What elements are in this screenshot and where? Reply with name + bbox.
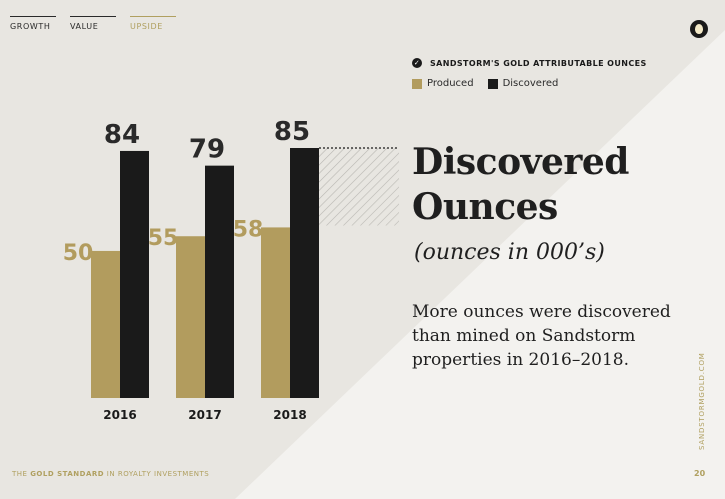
data-label-produced-2016: 50 bbox=[63, 241, 94, 266]
data-label-discovered-2018: 85 bbox=[274, 117, 310, 147]
legend-label-produced: Produced bbox=[427, 78, 474, 89]
legend-title-text: SANDSTORM'S GOLD ATTRIBUTABLE OUNCES bbox=[430, 58, 647, 68]
legend-swatch-discovered bbox=[487, 78, 498, 89]
footer-prefix: THE bbox=[12, 470, 31, 478]
footer-tagline: THE GOLD STANDARD IN ROYALTY INVESTMENTS bbox=[12, 470, 209, 478]
tick-label-2016: 2016 bbox=[103, 408, 136, 422]
footer-suffix: IN ROYALTY INVESTMENTS bbox=[104, 470, 210, 478]
footer-bold: GOLD STANDARD bbox=[30, 470, 105, 478]
bar-discovered-2017 bbox=[205, 165, 234, 398]
sandstorm-logo-icon bbox=[690, 20, 708, 38]
data-label-discovered-2017: 79 bbox=[189, 135, 225, 165]
check-icon: ✓ bbox=[412, 58, 422, 68]
bar-produced-2018 bbox=[261, 227, 290, 398]
bar-produced-2017 bbox=[176, 236, 205, 398]
nav-item-growth[interactable]: GROWTH bbox=[10, 16, 56, 31]
body-text: More ounces were discovered than mined o… bbox=[412, 302, 671, 370]
page-heading: Discovered Ounces bbox=[412, 140, 629, 230]
website-url[interactable]: SANDSTORMGOLD.COM bbox=[698, 352, 706, 450]
bar-produced-2016 bbox=[91, 250, 120, 398]
data-label-produced-2017: 55 bbox=[148, 226, 179, 251]
data-label-produced-2018: 58 bbox=[233, 217, 264, 242]
data-label-discovered-2016: 84 bbox=[104, 120, 140, 150]
top-nav: GROWTH VALUE UPSIDE bbox=[10, 16, 176, 31]
legend: Produced Discovered bbox=[412, 78, 558, 89]
page-number: 20 bbox=[694, 469, 706, 478]
heading-line-1: Discovered bbox=[412, 141, 629, 183]
bar-chart: 50 84 2016 55 79 2017 58 85 2018 bbox=[63, 117, 399, 422]
subheading: (ounces in 000’s) bbox=[414, 240, 605, 265]
tick-label-2017: 2017 bbox=[188, 408, 221, 422]
nav-item-value[interactable]: VALUE bbox=[70, 16, 116, 31]
highlight-hatch bbox=[319, 148, 399, 226]
bar-discovered-2016 bbox=[120, 150, 149, 398]
legend-title: ✓ SANDSTORM'S GOLD ATTRIBUTABLE OUNCES bbox=[412, 58, 647, 68]
bar-discovered-2018 bbox=[290, 148, 319, 398]
nav-item-upside[interactable]: UPSIDE bbox=[130, 16, 176, 31]
legend-label-discovered: Discovered bbox=[502, 78, 559, 89]
heading-line-2: Ounces bbox=[412, 186, 558, 228]
legend-swatch-produced bbox=[412, 78, 422, 89]
tick-label-2018: 2018 bbox=[273, 408, 306, 422]
